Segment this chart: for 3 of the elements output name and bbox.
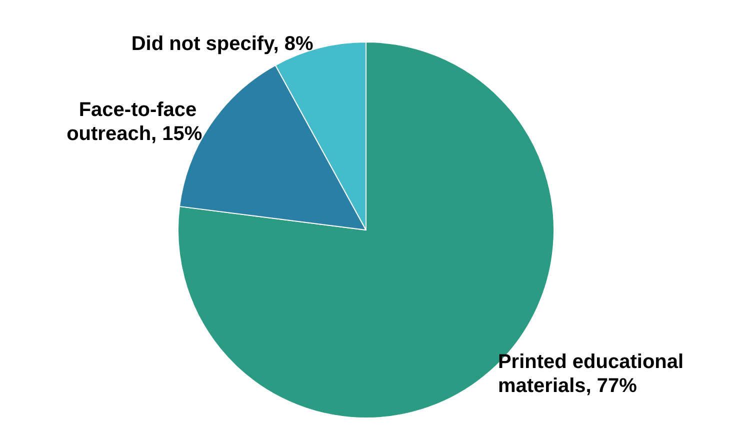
slice-label: Did not specify, 8% <box>131 33 314 56</box>
slice-label: Face-to-face outreach, 15% <box>66 99 202 146</box>
slice-label: Printed educational materials, 77% <box>498 351 690 398</box>
